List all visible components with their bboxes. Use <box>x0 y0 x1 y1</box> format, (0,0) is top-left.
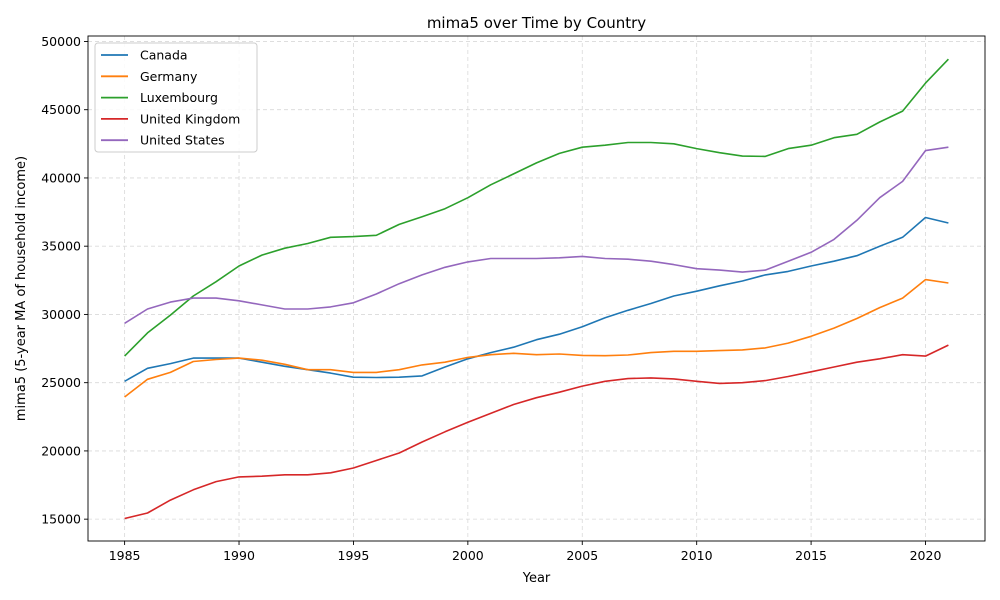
x-tick-label: 2005 <box>566 548 598 563</box>
legend-label: Luxembourg <box>140 90 218 105</box>
legend-label: United Kingdom <box>140 111 240 126</box>
gridlines <box>88 36 985 541</box>
series-line-germany <box>124 278 949 398</box>
y-tick-label: 15000 <box>41 512 81 527</box>
y-tick-label: 30000 <box>41 307 81 322</box>
series-lines <box>124 58 949 520</box>
x-tick-label: 1985 <box>109 548 141 563</box>
x-tick-label: 1990 <box>223 548 255 563</box>
x-tick-label: 1995 <box>338 548 370 563</box>
legend-item-united-states: United States <box>101 133 225 148</box>
y-tick-label: 25000 <box>41 375 81 390</box>
x-tick-label: 2000 <box>452 548 484 563</box>
y-tick-label: 40000 <box>41 170 81 185</box>
series-line-united-states <box>124 146 949 324</box>
chart-title: mima5 over Time by Country <box>427 14 646 32</box>
y-tick-label: 35000 <box>41 239 81 254</box>
x-axis-ticks: 1985 1990 1995 2000 2005 2010 2015 2020 <box>109 541 942 563</box>
y-tick-label: 50000 <box>41 34 81 49</box>
y-axis-ticks: 15000 20000 25000 30000 35000 40000 45000 50000 <box>41 34 88 527</box>
legend-label: Canada <box>140 48 188 63</box>
x-tick-label: 2010 <box>681 548 713 563</box>
series-line-united-kingdom <box>124 344 949 520</box>
legend-item-canada: Canada <box>101 48 188 63</box>
series-line-luxembourg <box>124 58 949 357</box>
legend-item-united-kingdom: United Kingdom <box>101 111 240 126</box>
legend-item-germany: Germany <box>101 69 198 84</box>
legend-item-luxembourg: Luxembourg <box>101 90 218 105</box>
legend-label: United States <box>140 133 225 148</box>
series-line-canada <box>124 216 949 382</box>
x-axis-label: Year <box>522 571 551 586</box>
y-tick-label: 20000 <box>41 443 81 458</box>
y-axis-label: mima5 (5-year MA of household income) <box>14 156 29 421</box>
y-tick-label: 45000 <box>41 102 81 117</box>
legend-frame <box>94 42 258 153</box>
legend-label: Germany <box>140 69 198 84</box>
x-tick-label: 2020 <box>910 548 942 563</box>
plot-frame <box>87 35 986 542</box>
legend: Canada Germany Luxembourg United Kingdom Uni… <box>94 42 258 153</box>
x-tick-label: 2015 <box>795 548 827 563</box>
